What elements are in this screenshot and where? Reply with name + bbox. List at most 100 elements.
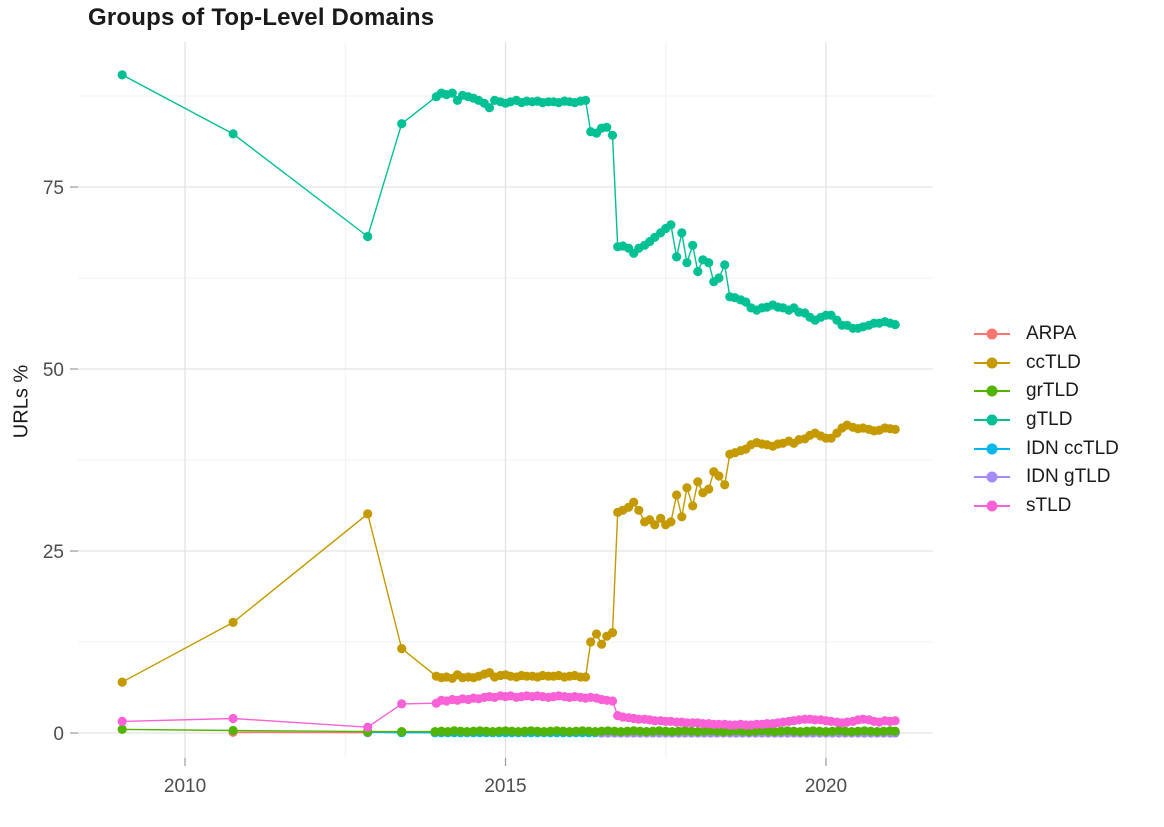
data-point-stld [363, 722, 373, 732]
legend-item-idn-cctld: IDN ccTLD [972, 434, 1119, 463]
data-point-cctld [597, 639, 607, 649]
series-grtld [117, 724, 900, 737]
data-point-cctld [117, 677, 127, 687]
legend-item-gtld: gTLD [972, 406, 1119, 435]
series-gtld [117, 70, 900, 333]
data-point-gtld [363, 231, 373, 242]
data-point-cctld [634, 505, 644, 515]
data-point-gtld [688, 240, 698, 250]
data-point-cctld [682, 483, 692, 493]
data-point-grtld [117, 724, 127, 735]
legend-key-icon-idn-gtld [974, 471, 1010, 483]
data-point-gtld [890, 320, 900, 330]
data-point-cctld [720, 480, 730, 490]
x-tick-label: 2015 [484, 776, 526, 797]
y-tick-label: 50 [43, 360, 64, 381]
data-point-stld [607, 696, 618, 706]
data-point-gtld [607, 130, 618, 140]
legend-key-icon-stld [974, 500, 1010, 512]
legend: ARPA ccTLD grTLD gTLD IDN ccTLD IDN gTLD sTLD [972, 320, 1119, 520]
major-gridlines [78, 42, 933, 758]
data-point-cctld [650, 520, 660, 530]
data-point-stld [228, 713, 238, 724]
data-point-cctld [397, 644, 407, 654]
data-point-gtld [397, 119, 407, 129]
legend-item-cctld: ccTLD [972, 349, 1119, 378]
data-point-cctld [607, 628, 618, 638]
legend-item-idn-gtld: IDN gTLD [972, 463, 1119, 492]
data-point-cctld [656, 513, 666, 523]
x-tick-label: 2010 [164, 776, 206, 797]
chart-title: Groups of Top-Level Domains [88, 4, 435, 31]
data-point-grtld [603, 726, 613, 736]
data-point-grtld [228, 725, 238, 736]
data-point-cctld [890, 424, 900, 434]
data-point-gtld [484, 103, 495, 113]
data-point-cctld [629, 497, 639, 507]
data-point-stld [397, 699, 407, 709]
data-point-gtld [228, 129, 238, 139]
data-point-grtld [667, 727, 677, 737]
data-point-gtld [117, 70, 127, 80]
legend-label-idn-gtld: IDN gTLD [1026, 466, 1111, 488]
data-point-cctld [591, 629, 602, 639]
data-point-gtld [672, 252, 682, 262]
legend-key-icon-cctld [974, 357, 1010, 369]
data-point-gtld [682, 258, 692, 268]
legend-item-grtld: grTLD [972, 377, 1119, 406]
data-point-cctld [666, 517, 676, 527]
data-point-gtld [704, 258, 714, 268]
data-point-gtld [720, 260, 730, 270]
data-point-cctld [672, 490, 682, 500]
data-point-cctld [363, 509, 373, 519]
legend-key-icon-arpa [974, 328, 1010, 340]
legend-label-idn-cctld: IDN ccTLD [1026, 437, 1119, 459]
legend-label-grtld: grTLD [1026, 380, 1079, 402]
data-point-grtld [879, 726, 889, 736]
series-cctld [117, 420, 900, 687]
series-line-gtld [121, 74, 896, 329]
data-point-cctld [677, 512, 687, 522]
legend-label-stld: sTLD [1026, 494, 1072, 516]
data-point-cctld [704, 484, 714, 494]
axis-ticks: 2010 2015 2020 0 25 50 75 [43, 178, 847, 797]
data-point-grtld [808, 726, 818, 736]
y-axis-title: URLs % [10, 364, 33, 439]
data-point-gtld [714, 273, 724, 283]
data-point-cctld [228, 617, 238, 628]
data-point-gtld [677, 228, 687, 238]
y-tick-label: 0 [53, 724, 64, 745]
data-point-cctld [714, 471, 724, 481]
data-point-gtld [581, 95, 591, 105]
legend-label-cctld: ccTLD [1026, 351, 1081, 373]
y-tick-label: 25 [43, 542, 64, 563]
legend-item-stld: sTLD [972, 492, 1119, 521]
legend-label-arpa: ARPA [1026, 323, 1077, 345]
legend-item-arpa: ARPA [972, 320, 1119, 349]
data-point-gtld [693, 266, 703, 277]
data-point-cctld [688, 501, 698, 511]
data-point-cctld [581, 672, 591, 682]
data-point-grtld [890, 726, 900, 736]
legend-label-gtld: gTLD [1026, 409, 1073, 431]
data-point-gtld [666, 220, 676, 230]
legend-key-icon-grtld [974, 385, 1010, 397]
series-line-cctld [121, 424, 896, 683]
data-point-stld [890, 716, 900, 726]
data-point-grtld [462, 727, 472, 737]
data-point-grtld [532, 726, 543, 736]
data-point-cctld [693, 477, 703, 487]
series-arpa [228, 727, 373, 738]
y-tick-label: 75 [43, 178, 64, 199]
data-point-cctld [586, 637, 596, 647]
legend-key-icon-gtld [974, 414, 1010, 426]
x-tick-label: 2020 [805, 776, 847, 797]
data-point-gtld [741, 297, 751, 307]
data-point-gtld [602, 122, 612, 132]
data-point-grtld [397, 727, 407, 737]
series-stld [117, 691, 900, 732]
data-point-stld [117, 716, 127, 727]
data-point-gtld [447, 88, 457, 98]
